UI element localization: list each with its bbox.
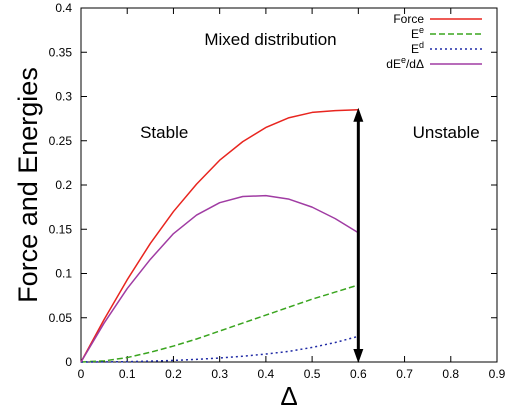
axes: 0 0.1 0.2 0.3 0.4 0.5 0.6 0.7 0.8 0.9 0 0.05 0.1 0.15… bbox=[49, 1, 506, 381]
series-layer bbox=[80, 107, 364, 363]
y-tick-label: 0.35 bbox=[49, 45, 73, 59]
y-tick-label: 0.1 bbox=[55, 267, 72, 281]
y-axis-title: Force and Energies bbox=[13, 67, 43, 303]
y-tick-label: 0.05 bbox=[49, 311, 73, 325]
x-tick-label: 0.4 bbox=[258, 367, 275, 381]
y-tick-label: 0.3 bbox=[55, 90, 72, 104]
region-label-0: Mixed distribution bbox=[204, 30, 336, 49]
x-tick-label: 0.8 bbox=[442, 367, 459, 381]
series-line-0 bbox=[80, 109, 359, 363]
x-tick-label: 0.5 bbox=[304, 367, 321, 381]
series-line-2 bbox=[80, 335, 359, 363]
legend-label-2: Ed bbox=[411, 40, 424, 56]
y-tick-label: 0 bbox=[65, 355, 72, 369]
annotation-layer: Mixed distribution Stable Unstable bbox=[140, 30, 480, 142]
x-tick-label: 0.6 bbox=[350, 367, 367, 381]
region-label-1: Stable bbox=[140, 123, 188, 142]
legend-label-0: Force bbox=[393, 12, 424, 26]
transition-arrow bbox=[353, 107, 364, 363]
x-tick-label: 0.7 bbox=[396, 367, 413, 381]
region-label-2: Unstable bbox=[413, 123, 480, 142]
series-line-1 bbox=[80, 284, 359, 363]
x-tick-label: 0.9 bbox=[489, 367, 506, 381]
y-tick-label: 0.2 bbox=[55, 178, 72, 192]
arrow-head-top bbox=[353, 107, 364, 122]
plot-frame bbox=[80, 7, 498, 363]
x-tick-label: 0.1 bbox=[119, 367, 136, 381]
y-tick-label: 0.25 bbox=[49, 134, 73, 148]
y-tick-label: 0.15 bbox=[49, 222, 73, 236]
x-axis-title: Δ bbox=[280, 381, 297, 409]
y-tick-label: 0.4 bbox=[55, 1, 72, 15]
x-tick-label: 0 bbox=[78, 367, 85, 381]
x-tick-label: 0.3 bbox=[211, 367, 228, 381]
legend-label-1: Ee bbox=[411, 25, 424, 41]
arrow-head-bottom bbox=[353, 349, 364, 363]
legend-label-3: dEe/dΔ bbox=[386, 55, 424, 71]
series-line-3 bbox=[80, 194, 359, 363]
x-tick-label: 0.2 bbox=[165, 367, 182, 381]
